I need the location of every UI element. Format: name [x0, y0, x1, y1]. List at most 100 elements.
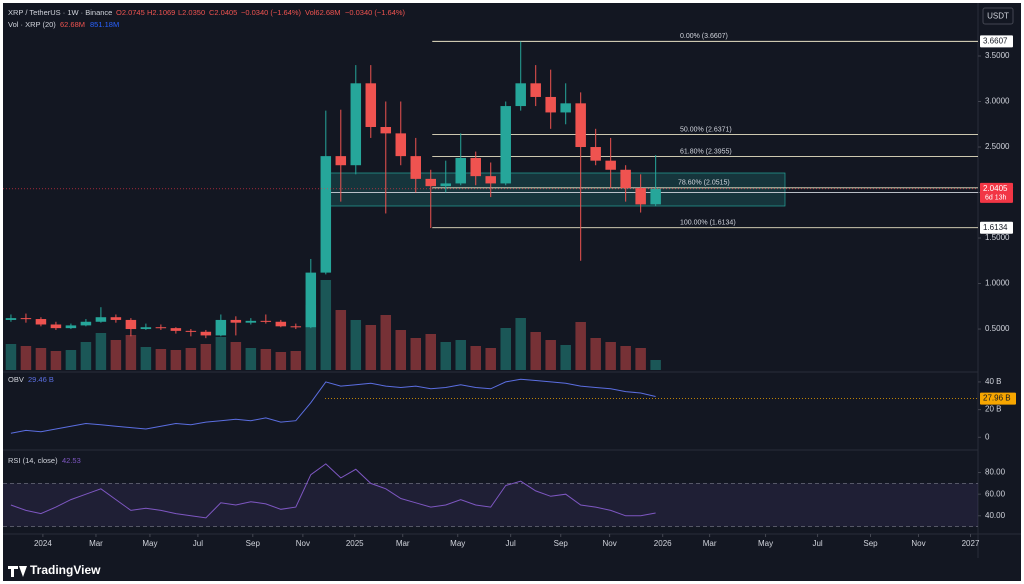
- x-tick-label: 2026: [654, 539, 672, 548]
- candle-body: [65, 325, 77, 329]
- fib-label: 0.00% (3.6607): [680, 33, 728, 40]
- x-tick-label: Jul: [812, 539, 822, 548]
- candle-body: [35, 319, 47, 325]
- obv-tick-label: 40 B: [985, 377, 1001, 386]
- volume-bar: [290, 351, 302, 370]
- volume-bar: [200, 344, 212, 370]
- y-tick-label: 2.5000: [985, 142, 1010, 151]
- candle-body: [635, 187, 646, 205]
- volume-value: Vol62.68M: [305, 8, 340, 17]
- x-tick-label: 2024: [34, 539, 52, 548]
- rsi-line: [10, 463, 656, 519]
- x-tick-label: Sep: [246, 539, 261, 548]
- volume-bar: [305, 305, 317, 370]
- volume-bar: [35, 348, 47, 370]
- symbol: XRP / TetherUS · 1W · Binance: [8, 8, 112, 17]
- volume-bar: [650, 360, 661, 370]
- volume-legend: Vol · XRP (20): [8, 20, 56, 29]
- candle-body: [170, 328, 182, 331]
- candle-body: [335, 156, 347, 166]
- currency-button[interactable]: [982, 7, 1014, 25]
- obv-tick-label: 20 B: [985, 405, 1001, 414]
- candle-body: [305, 272, 317, 328]
- volume-bar: [530, 332, 541, 370]
- rsi-legend-value: 42.53: [62, 456, 81, 465]
- candle-body: [485, 176, 496, 184]
- rsi-tick-label: 80.00: [985, 468, 1006, 477]
- candle-body: [440, 183, 451, 187]
- candle-body: [125, 319, 137, 330]
- y-tick-label: 1.5000: [985, 233, 1010, 242]
- x-tick-label: Sep: [554, 539, 569, 548]
- volume-bar: [575, 322, 586, 370]
- brand: TradingView: [30, 563, 101, 577]
- change: −0.0340 (−1.64%): [241, 8, 302, 17]
- candle-body: [590, 147, 601, 161]
- y-tick-label: 0.5000: [985, 324, 1010, 333]
- candle-body: [620, 169, 631, 188]
- volume-bar: [170, 350, 182, 370]
- x-tick-label: May: [450, 539, 465, 548]
- fib-label: 78.60% (2.0515): [678, 180, 730, 187]
- fib-label: 100.00% (1.6134): [680, 220, 736, 227]
- volume-bar: [155, 349, 167, 370]
- candle-body: [365, 83, 377, 127]
- volume-bar: [320, 280, 332, 370]
- obv-ref-tag: 27.96 B: [983, 394, 1011, 403]
- obv-tick-label: 0: [985, 432, 990, 441]
- x-tick-label: May: [142, 539, 157, 548]
- x-tick-label: Jul: [506, 539, 516, 548]
- obv-ref-tag-bg: [980, 392, 1016, 405]
- volume-bar: [5, 344, 17, 370]
- volume-bar: [350, 320, 362, 370]
- x-tick-label: Jul: [193, 539, 203, 548]
- volume-bar: [635, 348, 646, 370]
- candle-body: [380, 126, 392, 134]
- candle-body: [650, 188, 661, 205]
- candle-body: [200, 331, 212, 336]
- candle-body: [5, 318, 17, 320]
- fib-label: 50.00% (2.6371): [680, 126, 732, 133]
- volume-bar: [275, 352, 287, 370]
- volume-bar: [230, 342, 242, 370]
- ohlc-close: C2.0405: [209, 8, 237, 17]
- rsi-band: [3, 483, 978, 527]
- candle-body: [545, 96, 556, 113]
- volume-bar: [620, 346, 631, 370]
- candle-body: [275, 321, 287, 327]
- volume-legend-value: 62.68M: [60, 20, 85, 29]
- x-tick-label: Mar: [89, 539, 103, 548]
- volume-bar: [110, 340, 122, 370]
- candle-body: [425, 178, 437, 187]
- candle-body: [140, 327, 152, 330]
- candle-body: [155, 327, 167, 329]
- candle-body: [110, 317, 122, 320]
- candle-body: [20, 318, 32, 320]
- currency[interactable]: USDT: [987, 12, 1009, 21]
- candle-body: [395, 133, 407, 157]
- fib-label: 61.80% (2.3955): [680, 148, 732, 155]
- ohlc-open: O2.0745: [116, 8, 145, 17]
- volume-change: −0.0340 (−1.64%): [345, 8, 406, 17]
- candle-body: [320, 156, 332, 273]
- candle-body: [350, 83, 362, 166]
- volume-bar: [425, 334, 437, 370]
- candle-body: [515, 83, 526, 107]
- candle-body: [230, 319, 242, 323]
- x-tick-label: Nov: [296, 539, 310, 548]
- volume-bar: [95, 333, 107, 370]
- volume-bar: [515, 318, 526, 370]
- volume-bar: [50, 351, 62, 370]
- rsi-legend: RSI (14, close): [8, 456, 58, 465]
- volume-bar: [395, 330, 407, 370]
- candle-body: [245, 320, 257, 323]
- y-tick-label: 3.5000: [985, 51, 1010, 60]
- rsi-tick-label: 60.00: [985, 489, 1006, 498]
- volume-bar: [260, 349, 272, 370]
- volume-bar: [410, 338, 422, 370]
- candle-body: [605, 160, 616, 170]
- x-tick-label: Sep: [863, 539, 878, 548]
- candle-body: [455, 157, 466, 184]
